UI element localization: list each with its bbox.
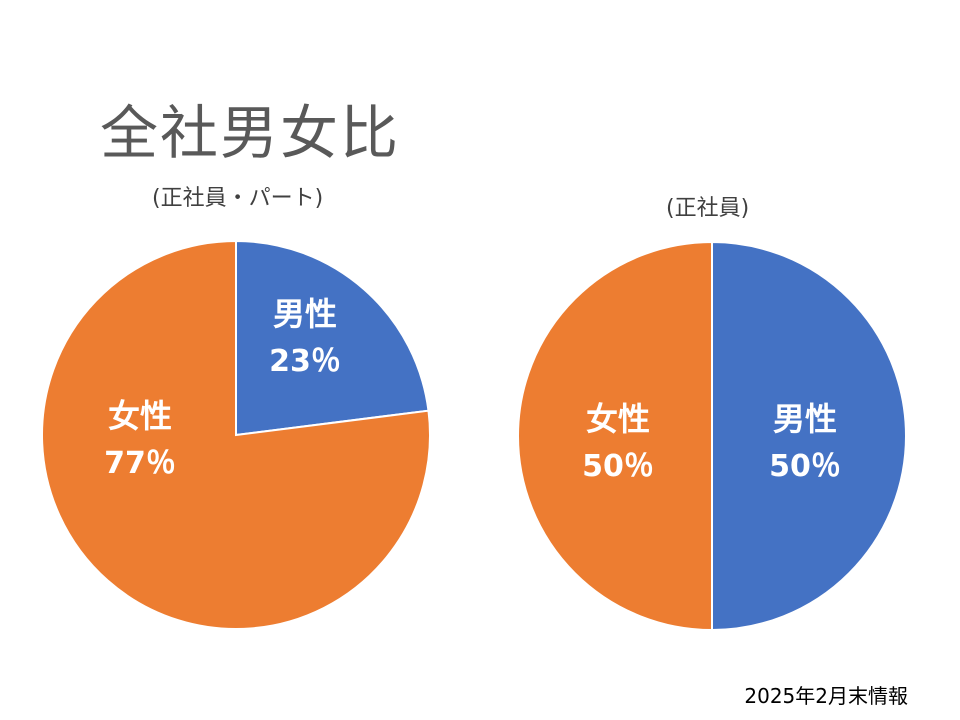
page-title: 全社男女比 (100, 99, 401, 167)
slice-name-label: 女性 (586, 400, 650, 438)
left-chart-subtitle: (正社員・パート) (152, 186, 324, 211)
pie-chart-regular-staff: 男性 50％ 女性 50％ (517, 240, 907, 632)
slice-name-label: 男性 (773, 400, 837, 438)
pie-slice-female (41, 239, 431, 630)
pie-slice-male (235, 239, 430, 437)
footnote-date: 2025年2月末情報 (744, 684, 908, 708)
pie-slice-male (711, 240, 907, 632)
slice-percent-label: 23％ (269, 344, 341, 379)
slice-name-label: 女性 (108, 397, 172, 435)
slice-percent-label: 77％ (104, 446, 176, 481)
pie-slice-female (517, 240, 713, 632)
slice-percent-label: 50％ (582, 449, 654, 484)
right-chart-subtitle: (正社員) (666, 196, 750, 221)
slice-name-label: 男性 (273, 295, 337, 333)
pie-chart-all-staff: 男性 23％ 女性 77％ (41, 239, 431, 630)
slice-percent-label: 50％ (769, 449, 841, 484)
